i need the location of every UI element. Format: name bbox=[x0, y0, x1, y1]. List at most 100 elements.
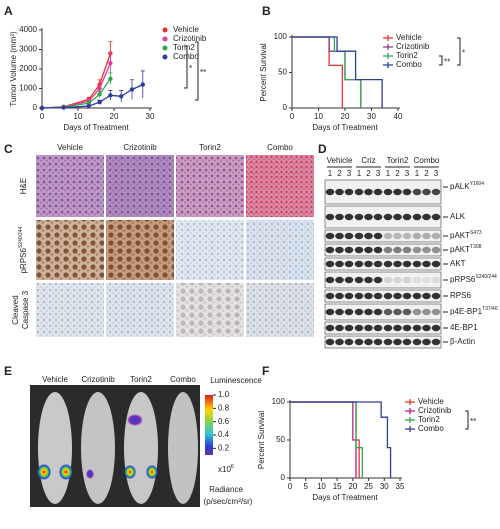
blot-label-main: pALK bbox=[450, 182, 470, 191]
blot-label-sup: Y1604 bbox=[470, 181, 485, 187]
panel-label: B bbox=[262, 4, 271, 18]
blot-band bbox=[344, 260, 354, 268]
column-label: Combo bbox=[267, 143, 293, 152]
blot-band bbox=[364, 213, 373, 221]
colorbar-tick-label: 0.8 bbox=[218, 403, 230, 412]
legend-label: Combo bbox=[173, 52, 199, 61]
row-label: pRPS6S240/244 bbox=[18, 226, 28, 273]
blot-band bbox=[383, 232, 393, 240]
blot-band bbox=[383, 308, 393, 316]
significance-label: * bbox=[189, 64, 192, 73]
blot-band bbox=[402, 232, 412, 240]
blot-band bbox=[335, 276, 344, 284]
blot-strip bbox=[324, 229, 442, 243]
blot-band bbox=[344, 213, 354, 221]
x-tick-label: 0 bbox=[290, 112, 295, 121]
group-label: Criz bbox=[361, 156, 375, 165]
lane-label: 2 bbox=[337, 169, 342, 178]
legend-label: Torin2 bbox=[173, 43, 195, 52]
blot-band bbox=[325, 188, 335, 196]
blot-band bbox=[344, 338, 354, 346]
blot-band bbox=[373, 338, 383, 346]
blot-label-sup: T308 bbox=[470, 244, 482, 250]
x-tick-label: 30 bbox=[146, 112, 155, 121]
blot-band bbox=[373, 246, 383, 254]
blot-label: pRPS6S240/244 bbox=[450, 274, 497, 284]
y-tick-label: 0 bbox=[283, 103, 288, 112]
blot-band bbox=[325, 246, 335, 254]
blot-label-sup: S240/244 bbox=[475, 274, 497, 280]
x-tick-label: 20 bbox=[348, 482, 357, 491]
legend-marker bbox=[162, 54, 168, 60]
x-axis-label: Days of Treatment bbox=[312, 493, 378, 502]
lane-label: 1 bbox=[386, 169, 391, 178]
row-label-main: H&E bbox=[19, 178, 28, 194]
x-tick-label: 35 bbox=[396, 482, 405, 491]
blot-band bbox=[402, 338, 412, 346]
series-line bbox=[290, 401, 392, 478]
blot-band bbox=[412, 213, 422, 221]
histology-texture bbox=[176, 220, 244, 280]
blot-band bbox=[412, 292, 422, 300]
x-tick-label: 10 bbox=[317, 482, 326, 491]
legend-label: Torin2 bbox=[418, 415, 440, 424]
significance-bracket bbox=[184, 45, 188, 89]
group-label: Torin2 bbox=[387, 156, 409, 165]
blot-label-main: β-Actin bbox=[450, 337, 475, 346]
data-point bbox=[39, 105, 45, 111]
legend-marker bbox=[405, 399, 415, 405]
blot-label-main: 4E-BP1 bbox=[450, 323, 478, 332]
legend-label: Crizotinib bbox=[396, 42, 430, 51]
blot-label: RPS6 bbox=[450, 291, 471, 300]
y-axis-label: Percent Survival bbox=[259, 43, 268, 101]
data-point bbox=[86, 103, 92, 109]
axis bbox=[289, 400, 402, 479]
blot-band bbox=[422, 324, 431, 332]
blot-band bbox=[422, 292, 431, 300]
data-point bbox=[108, 93, 113, 98]
legend-marker bbox=[383, 44, 393, 50]
blot-label-main: AKT bbox=[450, 259, 466, 268]
blot-band bbox=[373, 276, 383, 284]
blot-strip bbox=[324, 271, 442, 289]
histology-texture bbox=[246, 283, 314, 337]
blot-band bbox=[402, 260, 412, 268]
blot-band bbox=[325, 260, 335, 268]
blot-strip bbox=[324, 257, 442, 271]
blot-band bbox=[373, 292, 383, 300]
blot-band bbox=[325, 276, 335, 284]
y-tick-label: 50 bbox=[276, 435, 285, 444]
blot-band bbox=[354, 232, 364, 240]
blot-band bbox=[344, 246, 354, 254]
histology-texture bbox=[246, 220, 314, 280]
x-tick-label: 20 bbox=[110, 112, 119, 121]
colorbar-tick-label: 0.2 bbox=[218, 443, 230, 452]
lane-label: 3 bbox=[434, 169, 439, 178]
blot-band bbox=[402, 308, 412, 316]
colorbar bbox=[205, 395, 213, 455]
y-tick-label: 100 bbox=[274, 32, 288, 41]
blot-band bbox=[383, 188, 393, 196]
blot-band bbox=[431, 188, 441, 196]
blot-band bbox=[402, 213, 412, 221]
blot-label: pAKTT308 bbox=[450, 244, 482, 254]
lane-label: 2 bbox=[366, 169, 371, 178]
legend-label: Torin2 bbox=[396, 51, 418, 60]
blot-band bbox=[335, 213, 344, 221]
legend-marker bbox=[162, 27, 168, 33]
colorbar-title: Luminescence bbox=[210, 376, 262, 385]
blot-label-main: pRPS6 bbox=[450, 275, 476, 284]
blot-band bbox=[431, 276, 441, 284]
blot-band bbox=[335, 338, 344, 346]
series-line bbox=[290, 401, 357, 478]
x-tick-label: 0 bbox=[288, 482, 293, 491]
histology-texture bbox=[36, 220, 104, 280]
column-label: Vehicle bbox=[42, 375, 68, 384]
blot-band bbox=[335, 260, 344, 268]
blot-band bbox=[344, 188, 354, 196]
colorbar-unit-title: Radiance bbox=[209, 485, 243, 494]
blot-band bbox=[422, 276, 431, 284]
blot-band bbox=[412, 232, 422, 240]
blot-band bbox=[393, 324, 402, 332]
legend-marker bbox=[383, 53, 393, 59]
